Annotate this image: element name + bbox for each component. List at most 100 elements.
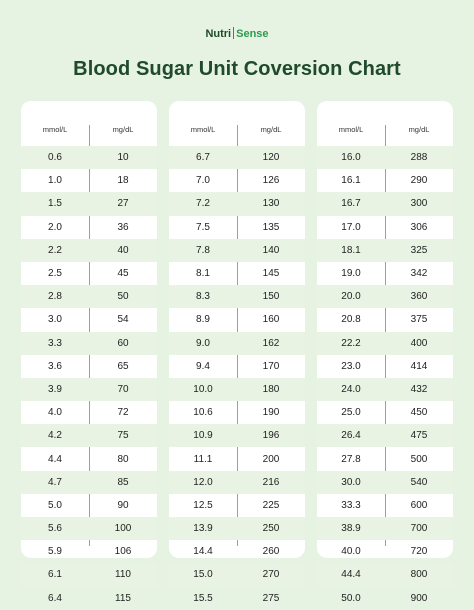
mgdl-cell: 288 (410, 152, 428, 164)
table-row: 4.2 75 (21, 424, 157, 448)
mgdl-cell: 145 (262, 268, 280, 280)
table-row: 5.6 100 (21, 517, 157, 541)
mmol-cell: 1.5 (48, 198, 62, 210)
mgdl-cell: 160 (262, 314, 280, 326)
mgdl-cell: 115 (115, 592, 131, 604)
table-header: mmol/L mg/dL (21, 125, 157, 134)
mgdl-cell: 100 (114, 523, 132, 535)
mgdl-cell: 65 (117, 360, 129, 372)
mgdl-cell: 250 (262, 523, 280, 535)
table-row: 10.6 190 (169, 401, 305, 424)
mmol-cell: 10.0 (193, 383, 213, 395)
table-row: 26.4 475 (317, 424, 453, 448)
mmol-cell: 4.7 (48, 476, 62, 488)
table-row: 2.5 45 (21, 262, 157, 285)
mmol-cell: 2.2 (48, 244, 62, 256)
mgdl-cell: 306 (410, 221, 428, 233)
mmol-cell: 25.0 (341, 407, 361, 419)
table-header: mmol/L mg/dL (317, 125, 453, 134)
mmol-cell: 5.9 (48, 546, 62, 558)
table-row: 18.1 325 (317, 238, 453, 262)
table-row: 50.0 900 (317, 587, 453, 610)
table-row: 30.0 540 (317, 470, 453, 494)
mmol-cell: 9.0 (196, 337, 210, 349)
mmol-cell: 20.8 (341, 314, 361, 326)
mmol-cell: 10.9 (193, 430, 213, 442)
mmol-cell: 5.6 (48, 523, 62, 535)
table-row: 14.4 260 (169, 540, 305, 563)
table-row: 7.5 135 (169, 216, 305, 239)
mmol-cell: 8.1 (196, 268, 210, 280)
mgdl-cell: 36 (117, 221, 129, 233)
mmol-cell: 3.3 (48, 337, 62, 349)
mmol-cell: 0.6 (48, 152, 62, 164)
brand-name-part1: Nutri (205, 28, 232, 40)
mmol-cell: 3.6 (48, 360, 62, 372)
mmol-cell: 16.1 (341, 175, 361, 187)
mmol-cell: 15.5 (193, 592, 213, 604)
table-row: 8.1 145 (169, 262, 305, 285)
mmol-cell: 26.4 (341, 430, 361, 442)
table-row: 23.0 414 (317, 355, 453, 378)
mmol-cell: 13.9 (193, 523, 213, 535)
mgdl-cell: 720 (410, 546, 428, 558)
mmol-cell: 19.0 (341, 268, 361, 280)
table-row: 8.3 150 (169, 285, 305, 309)
mgdl-cell: 40 (117, 244, 129, 256)
table-row: 10.0 180 (169, 377, 305, 402)
mgdl-cell: 126 (262, 175, 280, 187)
mgdl-cell: 400 (410, 337, 428, 349)
mgdl-cell: 700 (410, 523, 428, 535)
mmol-column-header: mmol/L (190, 125, 216, 134)
table-row: 24.0 432 (317, 377, 453, 402)
mgdl-cell: 900 (410, 592, 428, 604)
mmol-cell: 33.3 (341, 499, 361, 511)
table-row: 9.0 162 (169, 331, 305, 355)
table-row: 4.7 85 (21, 470, 157, 494)
mgdl-cell: 800 (410, 569, 428, 581)
mmol-cell: 10.6 (193, 407, 213, 419)
mmol-cell: 6.4 (48, 592, 62, 604)
table-row: 3.0 54 (21, 308, 157, 331)
mgdl-cell: 325 (410, 244, 428, 256)
mmol-cell: 17.0 (341, 221, 361, 233)
table-row: 4.0 72 (21, 401, 157, 424)
table-header: mmol/L mg/dL (169, 125, 305, 134)
mgdl-cell: 500 (410, 453, 428, 465)
mmol-cell: 40.0 (341, 546, 361, 558)
mgdl-cell: 110 (115, 569, 131, 581)
mgdl-cell: 300 (410, 198, 428, 210)
table-body: 16.0 288 16.1 290 16.7 300 17.0 306 18.1 325 19.0 3… (317, 146, 453, 610)
mgdl-cell: 90 (117, 499, 129, 511)
table-row: 20.0 360 (317, 285, 453, 309)
table-row: 25.0 450 (317, 401, 453, 424)
table-row: 27.8 500 (317, 447, 453, 470)
mmol-cell: 24.0 (341, 383, 361, 395)
mgdl-cell: 375 (410, 314, 428, 326)
table-row: 20.8 375 (317, 308, 453, 331)
mgdl-cell: 600 (410, 499, 428, 511)
mmol-cell: 30.0 (341, 476, 361, 488)
conversion-table-2: mmol/L mg/dL 6.7 120 7.0 126 7.2 130 7.5 135 7.8… (169, 101, 305, 604)
table-row: 11.1 200 (169, 447, 305, 470)
mmol-cell: 8.3 (196, 291, 210, 303)
mmol-cell: 12.5 (193, 499, 213, 511)
mgdl-cell: 162 (262, 337, 280, 349)
table-row: 9.4 170 (169, 355, 305, 378)
mmol-cell: 16.0 (341, 152, 361, 164)
table-row: 3.9 70 (21, 377, 157, 402)
table-row: 16.1 290 (317, 169, 453, 192)
mmol-cell: 27.8 (341, 453, 361, 465)
mgdl-cell: 200 (262, 453, 280, 465)
mmol-cell: 11.1 (193, 453, 213, 465)
page-title: Blood Sugar Unit Coversion Chart (73, 58, 401, 80)
table-row: 8.9 160 (169, 308, 305, 331)
mgdl-cell: 18 (117, 175, 129, 187)
table-row: 22.2 400 (317, 331, 453, 355)
table-row: 5.9 106 (21, 540, 157, 563)
mmol-cell: 7.2 (196, 198, 210, 210)
mmol-cell: 4.2 (48, 430, 62, 442)
brand-name-part2: Sense (236, 28, 269, 40)
mgdl-cell: 260 (262, 546, 280, 558)
table-body: 0.6 10 1.0 18 1.5 27 2.0 36 2.2 40 2.5 45 2.8 50 3.0 54… (21, 146, 157, 610)
